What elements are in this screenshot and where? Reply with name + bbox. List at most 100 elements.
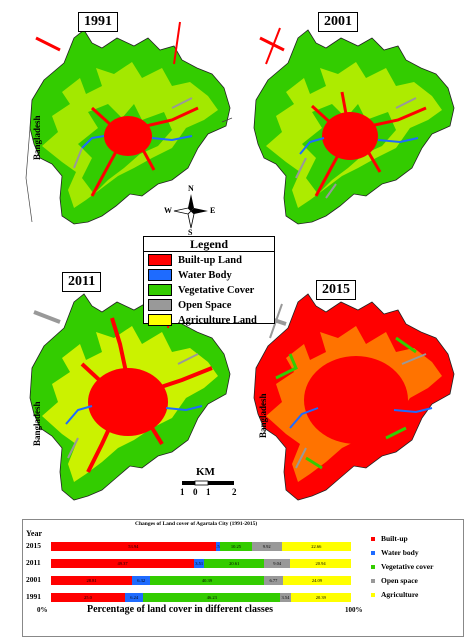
bar-year-label: 2015 [26, 541, 41, 550]
bar-segment: 53.94 [51, 542, 216, 551]
chart-legend-label: Built-up [381, 534, 408, 543]
country-label: Bangladesh [32, 401, 42, 446]
country-label: Bangladesh [258, 393, 268, 438]
legend-label: Vegetative Cover [178, 284, 255, 296]
bar-segment: 6.77 [263, 576, 284, 585]
bar-segment: 10.25 [220, 542, 252, 551]
bar-value-label: 3.51 [195, 561, 204, 566]
legend-swatch [148, 269, 172, 281]
bar-value-label: 9.92 [262, 544, 271, 549]
bar-segment: 20.61 [204, 559, 265, 568]
bar-year-label: 2011 [26, 558, 41, 567]
bar-segment: 9.92 [251, 542, 282, 551]
compass-e: E [210, 206, 216, 215]
bar-value-label: 46.23 [206, 595, 217, 600]
chart-legend-swatch [371, 592, 375, 597]
chart-legend-item: Vegetative cover [371, 562, 433, 571]
legend-item: Agriculture Land [148, 313, 274, 327]
map-1991-image [25, 21, 233, 225]
bar-value-label: 6.24 [130, 595, 139, 600]
bar-segment: 3.51 [194, 559, 205, 568]
stacked-bar: 28.81 6.32 40.39 6.77 24.09 [51, 576, 351, 585]
x-axis-label: Percentage of land cover in different cl… [87, 604, 274, 615]
stacked-bar: 49.37 3.51 20.61 9.04 20.94 [51, 559, 351, 568]
bar-segment: 9.04 [264, 559, 291, 568]
land-cover-chart: Changes of Land cover of Agartala City (… [22, 519, 464, 637]
bar-segment: 3.54 [280, 593, 291, 602]
bar-value-label: 6.77 [269, 578, 278, 583]
bar-segment: 20.39 [290, 593, 351, 602]
bar-year-label: 1991 [26, 592, 41, 601]
map-year-label: 1991 [78, 12, 118, 32]
chart-title: Changes of Land cover of Agartala City (… [135, 521, 258, 527]
map-2015-image [253, 293, 455, 501]
map-2011-image [29, 291, 231, 501]
map-2001: 2001 [246, 8, 458, 230]
bar-value-label: 1.51 [216, 544, 221, 549]
bar-value-label: 3.54 [281, 595, 290, 600]
map-2001-image [253, 27, 455, 225]
compass-n: N [188, 184, 194, 193]
scale-tick: 1 [206, 487, 211, 497]
chart-legend-swatch [371, 536, 375, 541]
chart-year-header: Year [26, 529, 42, 538]
bar-value-label: 49.37 [117, 561, 128, 566]
legend-item: Water Body [148, 268, 274, 282]
legend-label: Water Body [178, 269, 232, 281]
chart-legend-label: Open space [381, 576, 418, 585]
bar-value-label: 20.39 [315, 595, 326, 600]
map-legend: Legend Built-up Land Water Body Vegetative… [143, 236, 275, 327]
chart-legend-swatch [371, 578, 375, 583]
map-2011: 2011 Bangladesh [22, 268, 234, 508]
legend-swatch [148, 299, 172, 311]
legend-label: Agriculture Land [178, 314, 257, 326]
legend-item: Vegetative Cover [148, 283, 274, 297]
stacked-bar: 53.94 1.51 10.25 9.92 22.66 [51, 542, 351, 551]
bar-value-label: 22.66 [311, 544, 322, 549]
scale-unit: KM [196, 466, 215, 478]
map-year-label: 2015 [316, 280, 356, 300]
bar-value-label: 6.32 [137, 578, 146, 583]
legend-label: Open Space [178, 299, 232, 311]
bar-value-label: 10.25 [230, 544, 241, 549]
chart-legend-item: Agriculture [371, 590, 418, 599]
bar-segment: 25.0 [51, 593, 125, 602]
country-label: Bangladesh [32, 115, 42, 160]
chart-legend-swatch [371, 564, 375, 569]
compass-w: W [164, 206, 172, 215]
bar-value-label: 20.61 [229, 561, 240, 566]
x-axis-min-label: 0% [37, 606, 48, 614]
scale-tick: 0 [193, 487, 198, 497]
map-year-label: 2001 [318, 12, 358, 32]
bar-segment: 40.39 [150, 576, 264, 585]
scale-bar-graphic [182, 480, 234, 486]
scale-tick: 2 [232, 487, 237, 497]
chart-legend-item: Water body [371, 548, 419, 557]
bar-segment: 24.09 [283, 576, 351, 585]
bar-year-label: 2001 [26, 575, 41, 584]
scale-bar: KM 1 0 1 2 [176, 466, 242, 497]
bar-segment: 6.24 [124, 593, 144, 602]
compass-icon [173, 194, 208, 229]
bar-value-label: 9.04 [273, 561, 282, 566]
legend-item: Open Space [148, 298, 274, 312]
map-year-label: 2011 [62, 272, 102, 292]
bar-value-label: 53.94 [128, 544, 139, 549]
legend-title: Legend [144, 237, 274, 252]
bar-segment: 1.51 [215, 542, 221, 551]
compass-s: S [188, 228, 193, 237]
stacked-bar: 25.0 6.24 46.23 3.54 20.39 [51, 593, 351, 602]
bar-value-label: 40.39 [201, 578, 213, 583]
bar-segment: 20.94 [290, 559, 351, 568]
chart-legend-item: Built-up [371, 534, 408, 543]
chart-legend-swatch [371, 550, 375, 555]
bar-segment: 22.66 [281, 542, 351, 551]
legend-item: Built-up Land [148, 253, 274, 267]
legend-swatch [148, 314, 172, 326]
map-1991: 1991 Bangladesh [22, 8, 234, 230]
legend-label: Built-up Land [178, 254, 242, 266]
bar-value-label: 20.94 [315, 561, 326, 566]
bar-segment: 49.37 [51, 559, 195, 568]
chart-legend-label: Vegetative cover [381, 562, 434, 571]
bar-value-label: 25.0 [84, 595, 92, 600]
